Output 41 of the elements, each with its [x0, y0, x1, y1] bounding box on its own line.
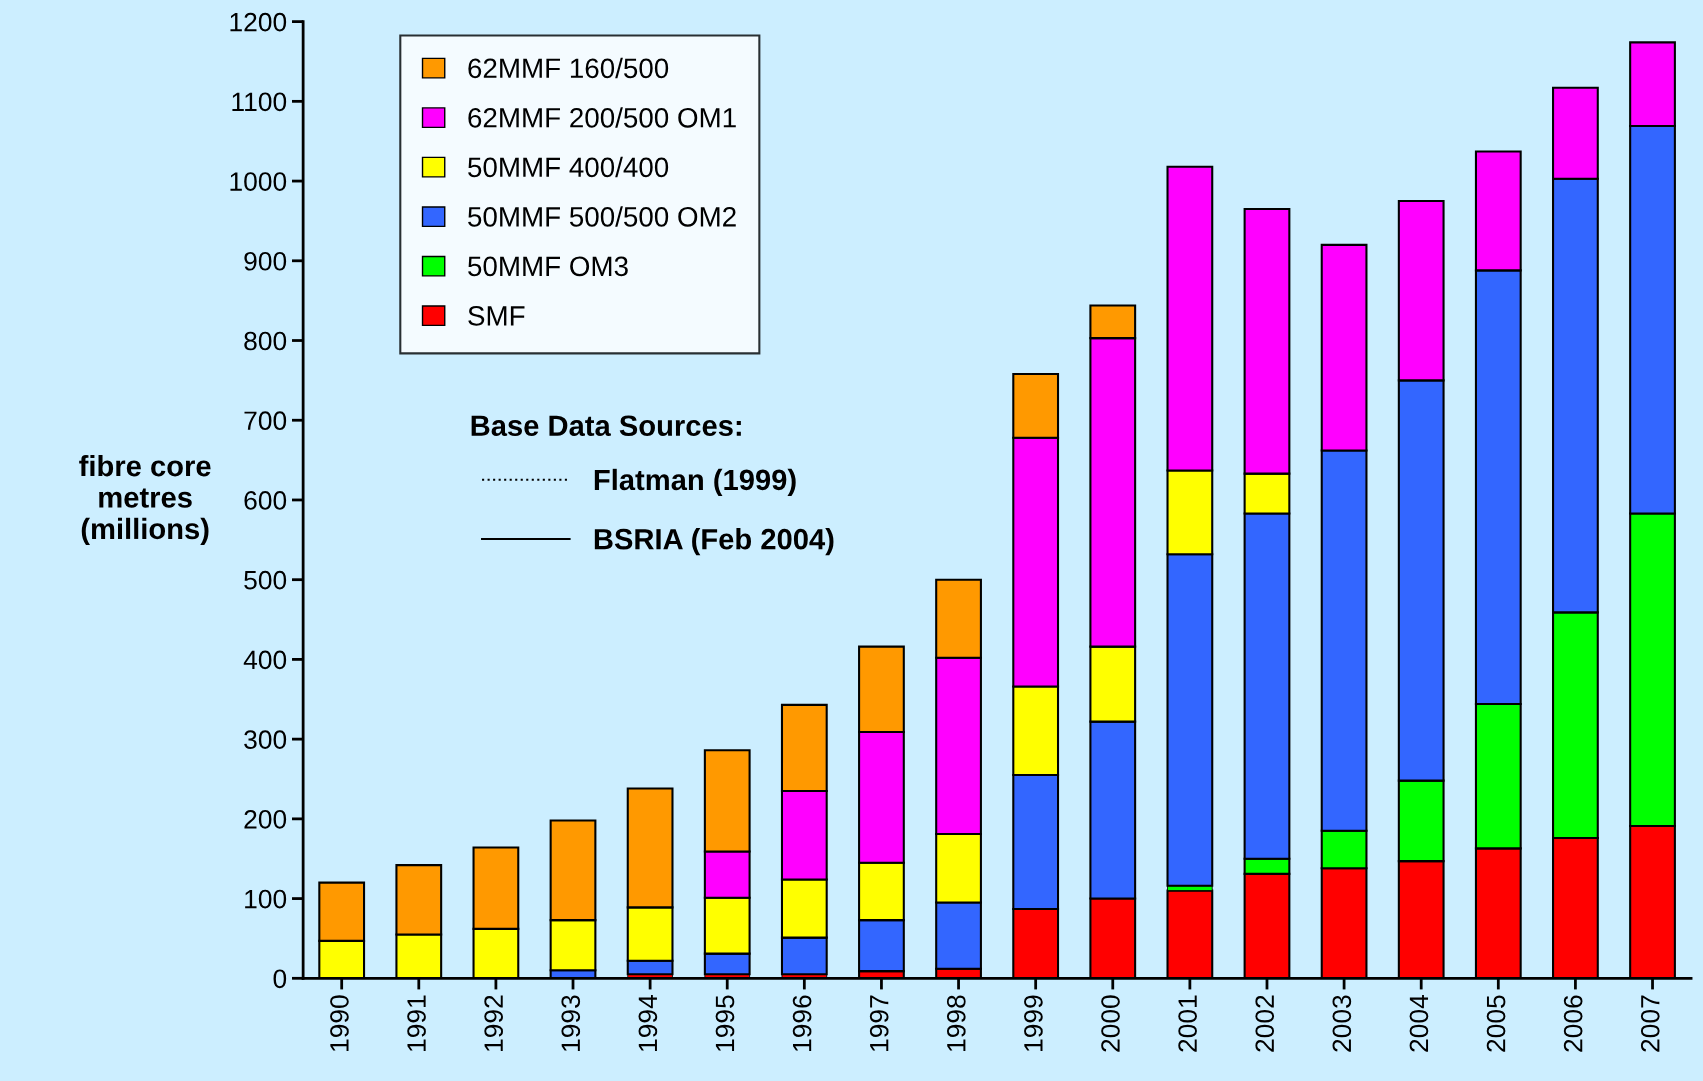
y-tick-label: 800: [244, 331, 287, 351]
x-tick-label: 2007: [1640, 995, 1660, 1052]
x-tick-label: 1997: [869, 995, 889, 1051]
y-tick-label: 1100: [232, 92, 287, 112]
legend-label: 50MMF 400/400: [468, 156, 669, 178]
y-tick-label: 700: [244, 411, 287, 431]
x-tick-label: 2004: [1409, 995, 1429, 1052]
legend-label: SMF: [468, 305, 525, 326]
x-tick-label: 1990: [330, 995, 349, 1051]
annotation: Flatman (1999): [594, 468, 796, 496]
y-tick-label: 200: [244, 809, 287, 829]
legend-label: 50MMF 500/500 OM2: [468, 206, 736, 227]
y-tick-label: 100: [245, 889, 287, 909]
x-tick-label: 1991: [407, 995, 426, 1051]
x-tick-label: 1995: [715, 995, 735, 1051]
x-tick-label: 2001: [1178, 995, 1197, 1052]
annotation: Base Data Sources:: [471, 415, 741, 437]
y-tick-label: 0: [273, 969, 287, 989]
y-tick-label: 500: [244, 570, 287, 590]
x-tick-label: 1999: [1024, 995, 1043, 1051]
y-tick-label: 900: [244, 251, 287, 271]
y-tick-label: 1200: [230, 12, 287, 32]
x-tick-label: 2000: [1101, 995, 1120, 1052]
y-tick-label: 1000: [230, 172, 287, 191]
x-tick-label: 2002: [1255, 995, 1275, 1052]
x-tick-label: 1996: [792, 995, 812, 1051]
y-tick-label: 300: [244, 730, 287, 749]
x-tick-label: 1994: [638, 995, 658, 1051]
annotation: BSRIA (Feb 2004): [594, 528, 834, 556]
y-tick-label: 400: [243, 650, 287, 670]
legend-label: 62MMF 160/500: [468, 57, 669, 79]
x-tick-label: 2003: [1332, 995, 1352, 1052]
x-tick-label: 1998: [946, 995, 966, 1051]
y-tick-label: 600: [244, 491, 287, 510]
x-tick-label: 1993: [561, 995, 581, 1051]
legend-label: 62MMF 200/500 OM1: [468, 107, 736, 128]
x-tick-label: 1992: [484, 995, 503, 1051]
x-tick-label: 2005: [1486, 995, 1506, 1052]
legend-label: 50MMF OM3: [468, 256, 628, 277]
x-tick-label: 2006: [1563, 995, 1583, 1052]
y-axis-title: fibre core metres (millions): [79, 454, 211, 545]
